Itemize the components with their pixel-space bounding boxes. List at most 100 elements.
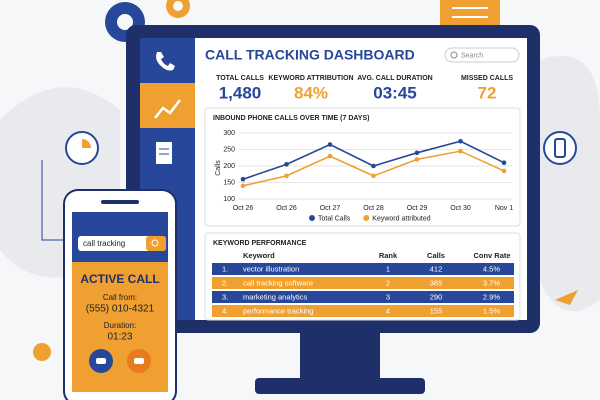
chart-title: INBOUND PHONE CALLS OVER TIME (7 DAYS) (213, 115, 369, 122)
phone-speaker (101, 200, 139, 204)
point (284, 173, 289, 179)
point (458, 148, 463, 154)
deco (555, 290, 578, 305)
table-cell: 3. (222, 292, 228, 301)
table-cell: 2 (386, 278, 390, 287)
legend-label: Keyword attributed (372, 215, 430, 222)
doc-icon (440, 0, 500, 28)
column-header: Rank (379, 251, 398, 260)
nav-phone (156, 52, 175, 71)
point (327, 142, 333, 147)
chart-panel (204, 107, 521, 227)
y-axis-label: Calls (215, 160, 222, 176)
x-tick-label: Oct 26 (233, 205, 254, 212)
duration: 01:23 (107, 332, 132, 343)
point (501, 168, 507, 174)
connector (41, 160, 68, 241)
call-number: (555) 010-4321 (86, 304, 155, 315)
table-cell: performance tracking (243, 306, 313, 315)
table-cell: 3 (386, 292, 390, 301)
point (414, 150, 420, 156)
table-row (212, 291, 514, 303)
table-title: KEYWORD PERFORMANCE (213, 240, 307, 247)
y-tick-label: 200 (223, 163, 235, 170)
monitor-base (255, 378, 425, 394)
nav-doc (156, 142, 172, 164)
gear-hole (173, 1, 183, 11)
table-cell: 4 (386, 306, 390, 315)
search-icon (450, 51, 458, 59)
table-cell: 412 (430, 264, 443, 273)
point (371, 163, 376, 169)
legend-swatch (309, 215, 315, 221)
x-tick-label: Oct 28 (363, 205, 384, 212)
column-header: Calls (427, 251, 445, 260)
search-icon (151, 239, 159, 247)
monitor-stand (300, 330, 380, 380)
table-row (212, 305, 514, 317)
x-tick-label: Nov 1 (495, 205, 513, 212)
phone-search-button[interactable] (146, 236, 166, 251)
point (327, 153, 333, 159)
pie-slice (82, 139, 91, 148)
dashboard-title: CALL TRACKING DASHBOARD (205, 47, 415, 63)
deco (33, 343, 51, 361)
table-cell: 2. (222, 278, 228, 287)
column-header: Conv Rate (473, 251, 510, 260)
blob (540, 56, 600, 312)
y-tick-label: 100 (223, 196, 235, 203)
search-placeholder: Search (461, 52, 483, 59)
point (414, 157, 420, 162)
legend-label: Total Calls (318, 215, 351, 222)
table-row (212, 263, 514, 275)
y-tick-label: 150 (223, 179, 235, 186)
sidebar-active (140, 83, 195, 128)
table-cell: 2.9% (483, 292, 500, 301)
x-tick-label: Oct 29 (407, 205, 428, 212)
call-from-label: Call from: (103, 293, 137, 302)
search-box[interactable] (444, 47, 520, 63)
point (284, 162, 289, 167)
x-tick-label: Oct 30 (450, 205, 471, 212)
table-cell: marketing analytics (243, 292, 307, 301)
call-panel (72, 262, 168, 392)
gear-hole (117, 14, 133, 30)
y-tick-label: 250 (223, 146, 235, 153)
point (240, 176, 246, 182)
table-cell: 1 (386, 264, 390, 273)
kpi-value: 84% (294, 83, 328, 102)
x-tick-label: Oct 27 (320, 205, 341, 212)
legend-swatch (363, 215, 370, 221)
y-tick-label: 300 (223, 130, 235, 137)
button-glyph (96, 358, 106, 364)
call-status: ACTIVE CALL (80, 272, 159, 286)
table-cell: 155 (430, 306, 443, 315)
phone-glyph (554, 138, 566, 158)
column-header: Keyword (243, 251, 275, 260)
phone-icon (543, 131, 577, 165)
point (240, 183, 246, 189)
table-cell: 385 (430, 278, 443, 287)
table-cell: 290 (430, 292, 443, 301)
kpi-label: KEYWORD ATTRIBUTION (268, 75, 353, 82)
nav-chart (154, 99, 181, 119)
table-cell: call tracking software (243, 278, 313, 287)
table-cell: 1. (222, 264, 228, 273)
table-cell: 4. (222, 306, 228, 315)
table-cell: 1.5% (483, 306, 500, 315)
phone-search-text: call tracking (83, 239, 125, 248)
x-tick-label: Oct 26 (276, 205, 297, 212)
point (501, 160, 507, 165)
table-cell: 3.7% (483, 278, 500, 287)
table-row (212, 277, 514, 289)
table-cell: 4.5% (483, 264, 500, 273)
kpi-label: AVG. CALL DURATION (357, 75, 432, 82)
kpi-value: 03:45 (373, 83, 416, 102)
kpi-label: TOTAL CALLS (216, 75, 264, 82)
kpi-value: 72 (478, 83, 497, 102)
table-cell: vector illustration (243, 264, 299, 273)
kpi-value: 1,480 (219, 83, 262, 102)
phone-search[interactable] (78, 236, 166, 251)
point (371, 173, 376, 179)
